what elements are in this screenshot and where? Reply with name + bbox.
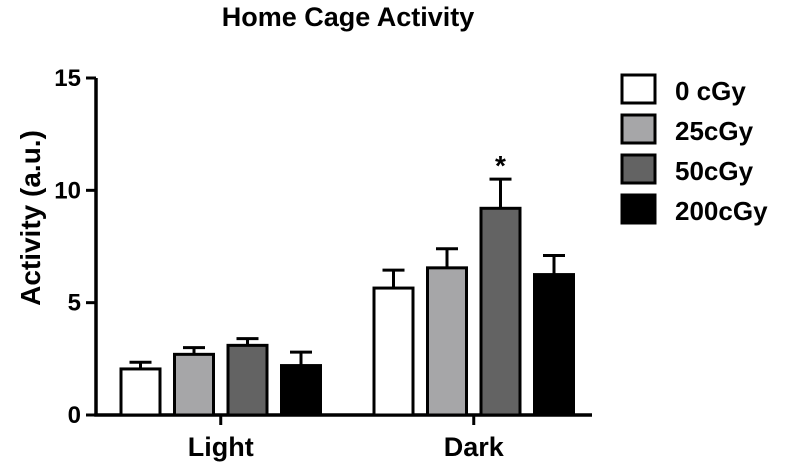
legend-swatch <box>620 113 657 145</box>
bar-light-200cgy <box>280 364 322 417</box>
x-categories: Light Dark <box>188 415 505 462</box>
x-category-label: Light <box>188 432 254 462</box>
y-tick-label: 5 <box>68 290 81 317</box>
bar-light-0cgy <box>119 367 162 417</box>
legend-swatch <box>620 73 657 105</box>
y-ticks: 0 5 10 15 <box>54 65 96 429</box>
legend-label: 0 cGy <box>675 76 746 106</box>
significance-marker: * <box>495 150 506 181</box>
bar-light-25cgy <box>173 352 215 417</box>
x-category-label: Dark <box>444 432 505 462</box>
legend-swatch <box>620 193 657 225</box>
y-tick-label: 0 <box>68 402 81 429</box>
bars <box>119 206 575 417</box>
error-bars <box>129 177 565 369</box>
legend-swatch <box>620 153 657 185</box>
y-tick-label: 15 <box>54 65 81 92</box>
legend-label: 25cGy <box>675 116 754 146</box>
y-axis-label: Activity (a.u.) <box>15 130 46 306</box>
chart-title: Home Cage Activity <box>222 2 475 32</box>
bar-dark-0cgy <box>372 286 415 417</box>
bar-dark-50cgy <box>479 206 522 417</box>
legend-label: 50cGy <box>675 156 754 186</box>
legend: 0 cGy 25cGy 50cGy 200cGy <box>620 73 768 226</box>
bar-dark-25cgy <box>426 266 468 417</box>
y-tick-label: 10 <box>54 177 81 204</box>
legend-label: 200cGy <box>675 196 768 226</box>
annotations: * <box>495 150 506 181</box>
bar-dark-200cgy <box>533 273 575 417</box>
bar-light-50cgy <box>226 343 269 417</box>
